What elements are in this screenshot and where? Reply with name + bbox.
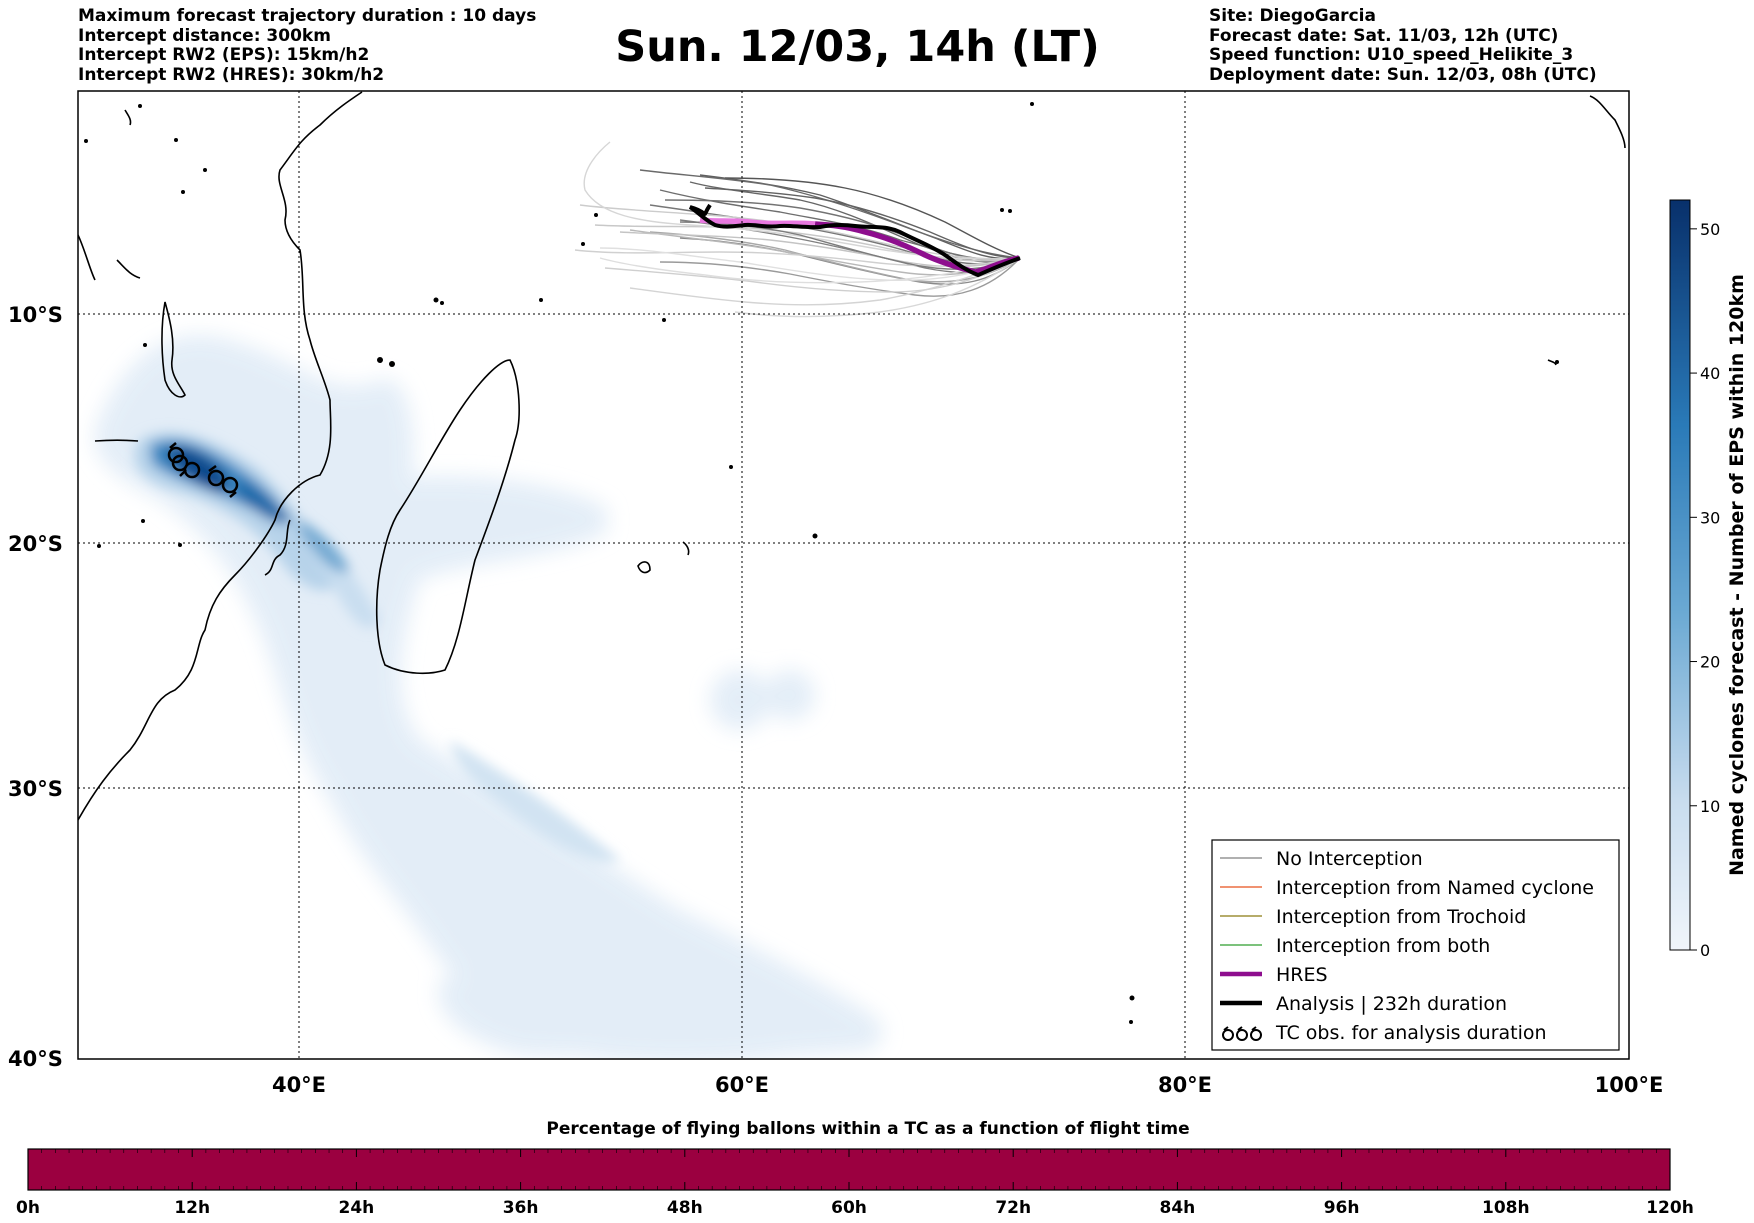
legend-item: Interception from Named cyclone: [1220, 877, 1594, 899]
flight-time-title: Percentage of flying ballons within a TC…: [546, 1119, 1189, 1139]
colorbar-label: Named cyclones forecast - Number of EPS …: [1726, 274, 1748, 876]
flight-time-tick-label: 84h: [1160, 1198, 1196, 1218]
legend-item: Analysis | 232h duration: [1220, 993, 1507, 1015]
legend-label: Analysis | 232h duration: [1276, 993, 1507, 1015]
intercept-hres-text: Intercept RW2 (HRES): 30km/h2: [78, 64, 385, 85]
colorbar-tick-label: 40: [1700, 364, 1720, 383]
legend-item: TC obs. for analysis duration: [1222, 1022, 1547, 1044]
legend: No Interception Interception from Named c…: [1211, 839, 1620, 1051]
speed-function-text: Speed function: U10_speed_Helikite_3: [1209, 45, 1574, 65]
flight-time-tick-label: 48h: [667, 1198, 703, 1218]
legend-label: HRES: [1276, 964, 1328, 986]
colorbar-tick-label: 0: [1700, 941, 1710, 960]
y-tick-20s: 20°S: [8, 532, 63, 556]
flight-time-tick-label: 24h: [339, 1198, 375, 1218]
legend-item: Interception from Trochoid: [1220, 906, 1526, 928]
legend-label: Interception from both: [1276, 935, 1490, 957]
header-right-info: Site: DiegoGarcia Forecast date: Sat. 11…: [1209, 6, 1597, 85]
y-tick-40s: 40°S: [8, 1047, 63, 1071]
legend-label: Interception from Named cyclone: [1276, 877, 1594, 899]
analysis-track: [688, 203, 1021, 278]
y-tick-30s: 30°S: [8, 777, 63, 801]
tc-obs-symbols: [167, 442, 239, 498]
colorbar-tick-label: 50: [1700, 220, 1720, 239]
y-axis-ticks: 10°S 20°S 30°S 40°S: [8, 303, 63, 1071]
deployment-date-text: Deployment date: Sun. 12/03, 08h (UTC): [1209, 64, 1597, 85]
legend-label: Interception from Trochoid: [1276, 906, 1526, 928]
flight-time-bar: Percentage of flying ballons within a TC…: [16, 1119, 1694, 1218]
colorbar-tick-label: 10: [1700, 797, 1720, 816]
flight-time-tick-label: 96h: [1324, 1198, 1360, 1218]
small-islands: [84, 102, 1559, 1024]
flight-time-tick-label: 36h: [503, 1198, 539, 1218]
colorbar-tick-label: 30: [1700, 508, 1720, 527]
x-tick-80e: 80°E: [1158, 1073, 1212, 1097]
legend-item: No Interception: [1220, 848, 1423, 870]
intercept-distance-text: Intercept distance: 300km: [78, 25, 331, 46]
max-duration-text: Maximum forecast trajectory duration : 1…: [78, 6, 537, 26]
density-colorbar: 0 10 20 30 40 50 Named cyclones forecast - Nu…: [1669, 199, 1748, 960]
header-left-info: Maximum forecast trajectory duration : 1…: [78, 6, 537, 85]
tc-symbol-icon: [1222, 1026, 1262, 1041]
colorbar-gradient: [1669, 199, 1691, 951]
flight-time-tick-label: 72h: [995, 1198, 1031, 1218]
forecast-date-text: Forecast date: Sat. 11/03, 12h (UTC): [1209, 25, 1559, 46]
map-frame: [77, 90, 1630, 1060]
flight-time-tick-label: 108h: [1482, 1198, 1530, 1218]
legend-item: HRES: [1220, 964, 1328, 986]
legend-box: [1211, 839, 1620, 1051]
x-axis-ticks: 40°E 60°E 80°E 100°E: [272, 1073, 1663, 1097]
gridlines: [78, 91, 1629, 1059]
y-tick-10s: 10°S: [8, 303, 63, 327]
legend-label: No Interception: [1276, 848, 1423, 870]
legend-item: Interception from both: [1220, 935, 1490, 957]
colorbar-tick-label: 20: [1700, 653, 1720, 672]
x-tick-60e: 60°E: [715, 1073, 769, 1097]
intercept-eps-text: Intercept RW2 (EPS): 15km/h2: [78, 45, 370, 65]
hres-track: [699, 217, 1020, 275]
x-tick-100e: 100°E: [1595, 1073, 1664, 1097]
flight-time-tick-label: 120h: [1646, 1198, 1694, 1218]
flight-time-tick-label: 12h: [174, 1198, 210, 1218]
coastlines: [78, 91, 1626, 821]
flight-time-tick-label: 60h: [831, 1198, 867, 1218]
page-title: Sun. 12/03, 14h (LT): [615, 22, 1100, 72]
legend-label: TC obs. for analysis duration: [1275, 1022, 1547, 1044]
flight-time-tick-label: 0h: [16, 1198, 40, 1218]
site-text: Site: DiegoGarcia: [1209, 6, 1376, 26]
x-tick-40e: 40°E: [272, 1073, 326, 1097]
